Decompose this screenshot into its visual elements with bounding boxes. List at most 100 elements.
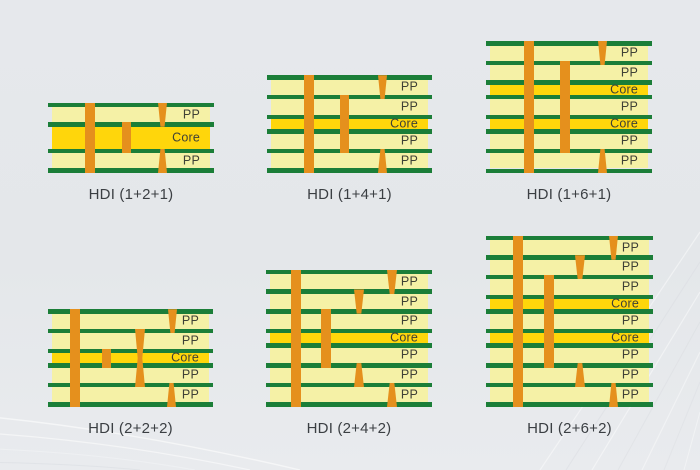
copper-layer — [48, 328, 213, 334]
copper-layer — [267, 148, 432, 154]
copper-layer — [48, 102, 214, 108]
copper-layer — [267, 75, 432, 80]
copper-layer — [266, 328, 432, 334]
copper-layer — [486, 41, 652, 46]
microvia — [598, 148, 607, 173]
layer-label: PP — [621, 279, 639, 294]
microvia — [387, 269, 397, 294]
through-via — [291, 269, 301, 407]
layer-label: PP — [621, 313, 639, 328]
diagram-caption-hdi-1-2-1: HDI (1+2+1) — [88, 186, 174, 203]
prepreg-layer: PP — [52, 153, 210, 169]
diagram-caption-hdi-2-2-2: HDI (2+2+2) — [88, 420, 173, 437]
prepreg-layer: PP — [52, 107, 210, 123]
layer-label: Core — [172, 130, 200, 145]
layer-label: PP — [182, 107, 200, 122]
through-via — [85, 102, 95, 173]
layer-label: PP — [400, 347, 418, 362]
layer-label: PP — [621, 387, 639, 402]
layer-label: PP — [400, 294, 418, 309]
layer-label: PP — [621, 259, 639, 274]
copper-layer — [48, 168, 214, 173]
buried-via — [321, 309, 331, 368]
copper-layer — [48, 309, 213, 314]
copper-layer — [48, 363, 213, 368]
copper-layer — [267, 129, 432, 134]
through-via — [513, 235, 523, 407]
prepreg-layer: PP — [490, 259, 649, 275]
stacked-via — [135, 328, 145, 388]
layer-label: Core — [611, 296, 639, 311]
layer-label: PP — [621, 240, 639, 255]
layer-label: PP — [400, 153, 418, 168]
diagram-caption-hdi-2-6-2: HDI (2+6+2) — [527, 420, 612, 437]
diagram-caption-hdi-2-4-2: HDI (2+4+2) — [306, 420, 392, 437]
prepreg-layer: PP — [490, 279, 649, 295]
layer-label: Core — [390, 116, 418, 131]
copper-layer — [266, 269, 432, 275]
copper-layer — [266, 343, 432, 348]
microvia — [609, 235, 618, 260]
prepreg-layer: PP — [270, 367, 428, 383]
prepreg-layer: PP — [490, 153, 648, 169]
layer-label: PP — [620, 99, 638, 114]
layer-label: PP — [620, 133, 638, 148]
copper-layer — [266, 309, 432, 314]
core-layer: Core — [490, 296, 649, 311]
buried-via — [560, 60, 570, 154]
stackup-board-hdi-1-4-1: PP PP Core PP PP — [267, 75, 432, 173]
layer-label: PP — [400, 133, 418, 148]
layer-label: PP — [181, 367, 199, 382]
microvia — [378, 75, 387, 100]
microvia — [168, 309, 177, 334]
prepreg-layer: PP — [271, 153, 428, 169]
layer-label: PP — [181, 313, 199, 328]
layer-label: PP — [620, 153, 638, 168]
through-via — [304, 75, 314, 173]
copper-layer — [267, 168, 432, 173]
core-layer: Core — [271, 116, 428, 131]
microvia — [167, 382, 176, 407]
core-layer: Core — [270, 330, 428, 345]
buried-via — [340, 94, 349, 154]
copper-layer — [266, 402, 432, 407]
prepreg-layer: PP — [270, 313, 428, 329]
layer-label: PP — [621, 367, 639, 382]
copper-layer — [48, 382, 213, 388]
stackup-board-hdi-2-4-2: PP PP PP Core PP PP PP — [266, 269, 432, 407]
core-layer: Core — [490, 330, 649, 345]
layer-label: PP — [621, 347, 639, 362]
copper-layer — [48, 402, 213, 407]
layer-label: Core — [610, 82, 638, 97]
prepreg-layer: PP — [490, 313, 649, 329]
layer-label: Core — [611, 330, 639, 345]
layer-label: PP — [620, 65, 638, 80]
layer-label: PP — [181, 387, 199, 402]
copper-layer — [486, 255, 653, 260]
microvia — [598, 41, 607, 66]
microvia — [387, 382, 397, 407]
copper-layer — [267, 114, 432, 120]
layer-label: PP — [400, 274, 418, 289]
copper-layer — [48, 122, 214, 127]
buried-via — [122, 122, 131, 154]
layer-label: Core — [171, 350, 199, 365]
prepreg-layer: PP — [490, 347, 649, 364]
microvia — [378, 148, 387, 173]
diagram-caption-hdi-1-6-1: HDI (1+6+1) — [526, 186, 612, 203]
copper-layer — [486, 402, 653, 407]
copper-layer — [266, 382, 432, 388]
copper-layer — [267, 94, 432, 100]
prepreg-layer: PP — [271, 99, 428, 115]
prepreg-layer: PP — [52, 333, 209, 349]
layer-label: Core — [390, 330, 418, 345]
core-layer: Core — [52, 126, 210, 149]
copper-layer — [486, 235, 653, 241]
microvia — [158, 102, 167, 127]
layer-label: PP — [620, 45, 638, 60]
microvia — [158, 148, 167, 173]
prepreg-layer: PP — [490, 367, 649, 383]
layer-label: PP — [400, 387, 418, 402]
stackup-board-hdi-1-6-1: PP PP Core PP Core PP PP — [486, 41, 652, 173]
